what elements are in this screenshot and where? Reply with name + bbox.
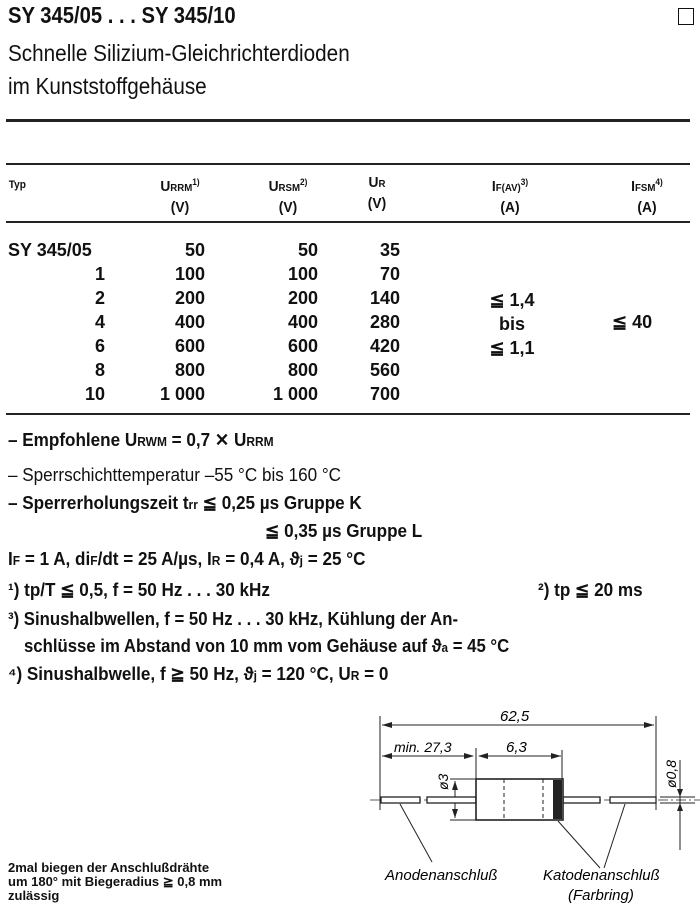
header-ifsm: IFSM4) (A)	[631, 177, 663, 216]
cell-typ: 2	[94, 288, 105, 308]
cell-ur: 280	[369, 312, 400, 332]
cell-ur: 35	[379, 240, 400, 260]
ifsm-value: ≦ 40	[612, 312, 653, 332]
table-row: 10 1 000 1 000 700	[0, 384, 700, 408]
cell-ur: 560	[369, 360, 400, 380]
note-urwm: – Empfohlene URWM = 0,7 ✕ URRM	[8, 430, 274, 450]
cell-urrm: 1 000	[159, 384, 205, 404]
dim-lead-diameter: ø0,8	[663, 760, 679, 788]
dim-min-lead: min. 27,3	[394, 739, 452, 755]
cell-typ: 10	[84, 384, 105, 404]
cell-typ: 4	[94, 312, 105, 332]
cell-ursm: 1 000	[272, 384, 318, 404]
table-row: 2 200 200 140	[0, 288, 700, 312]
note-recovery-time-l: ≦ 0,35 µs Gruppe L	[265, 521, 423, 541]
divider	[6, 119, 690, 122]
cell-urrm: 400	[174, 312, 205, 332]
cell-typ: 6	[94, 336, 105, 356]
divider	[6, 221, 690, 223]
cell-ursm: 400	[287, 312, 318, 332]
table-row: SY 345/05 50 50 35	[0, 240, 700, 264]
cell-ursm: 200	[287, 288, 318, 308]
header-typ: Typ	[8, 179, 26, 191]
table-row: 4 400 400 280	[0, 312, 700, 336]
checkbox-square	[678, 8, 694, 25]
cell-ur: 70	[379, 264, 400, 284]
cell-ursm: 800	[287, 360, 318, 380]
cell-urrm: 200	[174, 288, 205, 308]
cell-urrm: 800	[174, 360, 205, 380]
divider	[6, 413, 690, 415]
dim-total-length: 62,5	[500, 708, 530, 725]
table-row: 6 600 600 420	[0, 336, 700, 360]
footnote-1: ¹) tp/T ≦ 0,5, f = 50 Hz . . . 30 kHz	[8, 580, 270, 600]
header-ur: UR (V)	[367, 174, 387, 212]
header-urrm: URRM1) (V)	[160, 177, 200, 216]
note-recovery-time: – Sperrerholungszeit trr ≦ 0,25 µs Grupp…	[8, 493, 362, 513]
note-test-conditions: IF = 1 A, diF/dt = 25 A/µs, IR = 0,4 A, …	[8, 549, 366, 569]
bend-note: 2mal biegen der Anschlußdrähte um 180° mi…	[8, 860, 223, 903]
cell-typ: SY 345/05	[8, 240, 92, 260]
table-row: 8 800 800 560	[0, 360, 700, 384]
label-anode: Anodenanschluß	[384, 867, 498, 884]
subtitle-line-1: Schnelle Silizium-Gleichrichterdioden	[8, 40, 350, 66]
cell-ur: 700	[369, 384, 400, 404]
ifav-values: ≦ 1,4 bis ≦ 1,1	[489, 290, 535, 358]
page-title: SY 345/05 . . . SY 345/10	[8, 2, 236, 28]
cell-typ: 1	[94, 264, 105, 284]
cell-urrm: 100	[174, 264, 205, 284]
table-row: 1 100 100 70	[0, 264, 700, 288]
cell-ur: 140	[369, 288, 400, 308]
label-color-ring: (Farbring)	[568, 887, 634, 904]
cell-urrm: 600	[174, 336, 205, 356]
footnote-3a: ³) Sinushalbwellen, f = 50 Hz . . . 30 k…	[8, 609, 459, 629]
cell-ursm: 50	[297, 240, 318, 260]
footnote-2: ²) tp ≦ 20 ms	[538, 580, 643, 600]
dim-body-diameter: ø3	[435, 773, 451, 790]
footnote-4: ⁴) Sinushalbwelle, f ≧ 50 Hz, ϑj = 120 °…	[8, 664, 389, 684]
cell-typ: 8	[94, 360, 105, 380]
cell-ursm: 100	[287, 264, 318, 284]
divider	[6, 163, 690, 165]
header-ursm: URSM2) (V)	[268, 177, 308, 216]
cell-ursm: 600	[287, 336, 318, 356]
cell-ur: 420	[369, 336, 400, 356]
note-junction-temp: – Sperrschichttemperatur –55 °C bis 160 …	[8, 465, 342, 485]
cell-urrm: 50	[184, 240, 205, 260]
footnote-3b: schlüsse im Abstand von 10 mm vom Gehäus…	[24, 636, 510, 656]
cathode-color-band	[553, 780, 562, 819]
subtitle-line-2: im Kunststoffgehäuse	[8, 73, 207, 99]
dim-body-length: 6,3	[506, 739, 528, 756]
label-cathode: Katodenanschluß	[543, 867, 660, 884]
header-ifav: IF(AV)3) (A)	[491, 177, 529, 216]
